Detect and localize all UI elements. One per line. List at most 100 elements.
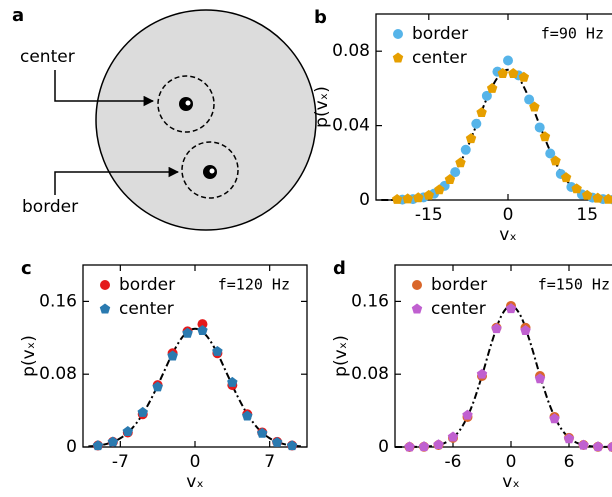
point <box>404 441 415 452</box>
point <box>607 441 612 452</box>
point <box>491 323 502 334</box>
legend-label: center <box>119 299 174 319</box>
point <box>227 376 238 387</box>
point <box>476 107 487 118</box>
point <box>497 68 508 78</box>
point <box>242 410 253 421</box>
legend-entry: center <box>99 299 174 319</box>
point <box>503 55 513 66</box>
point <box>418 441 430 452</box>
legend-label: border <box>119 275 175 295</box>
border-label: border <box>22 197 78 217</box>
panel-label: d <box>333 258 346 279</box>
panel: b 0 0.04 0.08 -15 0 15 vₓ p(vₓ) border center f=90 … <box>312 7 612 245</box>
legend-label: center <box>431 299 486 319</box>
legend-entry: center <box>392 48 467 68</box>
legend-entry: center <box>411 299 486 319</box>
point <box>271 436 283 447</box>
point <box>137 406 148 417</box>
particle-highlight <box>185 100 191 106</box>
point <box>182 327 193 338</box>
panel-a: a center border <box>12 5 317 231</box>
point <box>592 441 604 452</box>
y-tick-label: 0.08 <box>332 41 370 61</box>
point <box>505 303 517 314</box>
y-tick-label: 0.08 <box>351 364 389 384</box>
legend-marker <box>412 280 422 290</box>
point <box>550 155 561 166</box>
point <box>212 345 223 356</box>
point <box>444 174 456 184</box>
legend-label: border <box>431 275 487 295</box>
point <box>476 368 488 379</box>
legend-entry: border <box>412 275 487 295</box>
legend-label: border <box>412 24 468 44</box>
point <box>534 373 546 384</box>
legend-entry: border <box>393 24 468 44</box>
x-tick-label: 0 <box>503 205 514 225</box>
point <box>486 82 498 93</box>
point <box>423 189 435 200</box>
y-axis-label: p(vₓ) <box>312 86 332 128</box>
point <box>447 431 459 442</box>
y-tick-label: 0 <box>66 437 77 457</box>
point <box>508 68 519 78</box>
point <box>529 101 540 112</box>
annotation: f=120 Hz <box>218 276 290 294</box>
point <box>433 439 444 450</box>
point <box>560 172 572 183</box>
arrow <box>54 166 180 195</box>
point <box>581 189 593 200</box>
point <box>92 440 104 451</box>
fit-line <box>88 327 302 448</box>
legend-marker <box>411 303 423 314</box>
point <box>197 319 208 330</box>
x-tick-label: 0 <box>506 452 517 472</box>
x-tick-label: -15 <box>415 205 443 225</box>
point <box>465 133 477 144</box>
fit-line <box>394 304 612 449</box>
point <box>391 193 403 204</box>
x-tick-label: 7 <box>264 452 275 472</box>
panel-label: b <box>314 7 327 28</box>
point <box>471 118 482 129</box>
point <box>460 144 471 155</box>
center-label: center <box>20 47 75 67</box>
y-tick-label: 0.16 <box>39 291 77 311</box>
point <box>592 192 603 203</box>
point <box>524 94 535 105</box>
point <box>122 426 134 436</box>
y-tick-label: 0.16 <box>351 291 389 311</box>
point <box>563 433 575 444</box>
legend-marker <box>393 29 403 39</box>
x-axis-label: vₓ <box>502 472 520 492</box>
point <box>481 90 492 101</box>
point <box>534 122 545 133</box>
point <box>571 183 582 194</box>
point <box>578 439 589 450</box>
x-axis-label: vₓ <box>499 225 517 245</box>
legend-marker <box>100 280 110 290</box>
point <box>413 192 424 203</box>
arrow <box>54 70 155 107</box>
y-axis-label: p(vₓ) <box>19 335 39 377</box>
point <box>286 440 298 451</box>
x-tick-label: -6 <box>445 452 462 472</box>
point <box>167 350 178 361</box>
x-axis-label: vₓ <box>186 472 204 492</box>
annotation: f=90 Hz <box>541 25 604 43</box>
point <box>197 325 208 335</box>
point <box>450 167 461 178</box>
point <box>520 325 531 335</box>
point <box>107 436 119 447</box>
x-tick-label: 15 <box>576 205 598 225</box>
center-region <box>157 75 215 133</box>
point <box>518 71 530 82</box>
legend-label: center <box>412 48 467 68</box>
point <box>256 427 268 438</box>
point <box>549 413 560 424</box>
particle-highlight <box>209 168 215 174</box>
legend-entry: border <box>100 275 175 295</box>
y-tick-label: 0.08 <box>39 364 77 384</box>
